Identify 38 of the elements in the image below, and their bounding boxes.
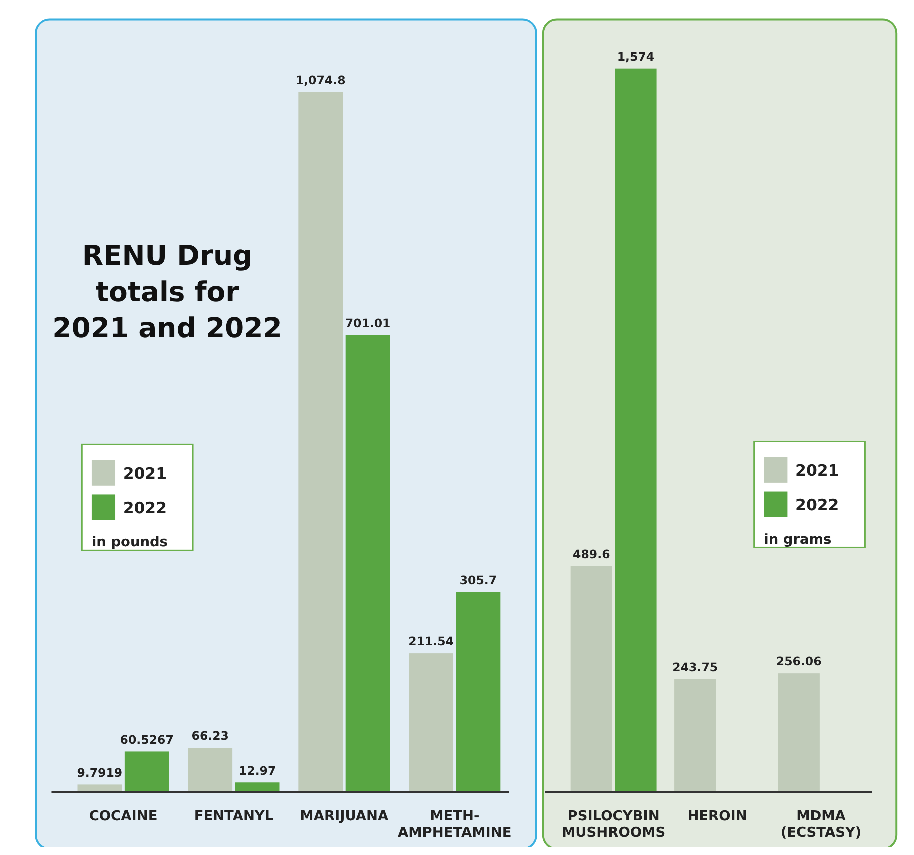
data-label: 60.5267	[120, 732, 174, 747]
x-tick-label: MARIJUANA	[300, 808, 390, 825]
data-label: 9.7919	[77, 766, 123, 780]
bar	[235, 782, 280, 792]
bar	[78, 784, 122, 792]
legend-label: 2022	[796, 495, 840, 514]
text: RENU Drug totals for 2021 and 2022	[52, 241, 282, 345]
bar	[615, 68, 657, 792]
x-tick-label: PSILOCYBIN MUSHROOMS	[562, 808, 666, 842]
data-label: 12.97	[238, 764, 276, 778]
data-label: 305.7	[460, 573, 498, 588]
data-label: 1,074.8	[296, 74, 346, 88]
bar	[188, 748, 233, 792]
data-label: 243.75	[672, 660, 718, 674]
x-tick-label: MDMA (ECSTASY)	[780, 808, 862, 842]
data-label: 1,574	[617, 50, 655, 64]
data-label: 489.6	[573, 548, 610, 562]
legend-label: 2022	[123, 498, 168, 518]
data-label: 256.06	[776, 654, 822, 669]
x-tick-label: FENTANYL	[194, 808, 274, 825]
bar	[778, 674, 820, 792]
legend-label: 2021	[796, 461, 840, 480]
bar	[409, 654, 454, 792]
bar	[124, 752, 170, 792]
x-tick-label: HEROIN	[688, 808, 748, 825]
bar	[674, 679, 716, 792]
legend-title: in pounds	[92, 534, 168, 551]
bar	[298, 92, 344, 792]
bar	[346, 335, 390, 792]
bar	[570, 566, 612, 792]
data-label: 66.23	[192, 729, 229, 744]
legend-title: in grams	[764, 532, 832, 548]
bar	[456, 592, 501, 792]
data-label: 701.01	[345, 316, 391, 331]
data-label: 211.54	[408, 634, 454, 649]
x-tick-label: METH- AMPHETAMINE	[398, 808, 512, 842]
legend-label: 2021	[123, 464, 168, 484]
x-tick-label: COCAINE	[89, 808, 158, 825]
